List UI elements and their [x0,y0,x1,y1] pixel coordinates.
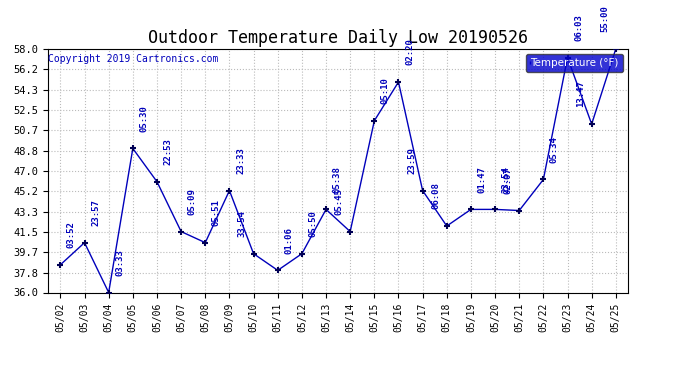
Text: 05:45: 05:45 [335,188,344,215]
Text: 01:06: 01:06 [284,227,293,254]
Text: 05:50: 05:50 [308,210,317,237]
Text: 01:47: 01:47 [477,166,486,193]
Text: 05:30: 05:30 [139,105,148,132]
Text: 23:57: 23:57 [91,199,100,226]
Text: 55:00: 55:00 [600,5,609,32]
Text: 03:33: 03:33 [115,249,124,276]
Text: 33:54: 33:54 [238,210,247,237]
Text: 05:10: 05:10 [381,77,390,104]
Text: 05:34: 05:34 [550,136,559,163]
Legend: Temperature (°F): Temperature (°F) [526,54,622,72]
Text: 23:54: 23:54 [502,166,511,193]
Text: 13:47: 13:47 [576,81,585,107]
Text: 05:51: 05:51 [212,199,221,226]
Text: 22:53: 22:53 [164,138,172,165]
Text: 06:03: 06:03 [574,14,583,41]
Text: 23:59: 23:59 [407,147,416,174]
Text: 02:07: 02:07 [504,167,513,194]
Text: 05:38: 05:38 [333,166,342,193]
Text: Copyright 2019 Cartronics.com: Copyright 2019 Cartronics.com [48,54,219,64]
Text: 23:33: 23:33 [236,147,245,174]
Title: Outdoor Temperature Daily Low 20190526: Outdoor Temperature Daily Low 20190526 [148,29,528,47]
Text: 05:09: 05:09 [188,188,197,215]
Text: 06:08: 06:08 [431,183,440,209]
Text: 03:52: 03:52 [67,221,76,248]
Text: 02:20: 02:20 [405,39,414,65]
